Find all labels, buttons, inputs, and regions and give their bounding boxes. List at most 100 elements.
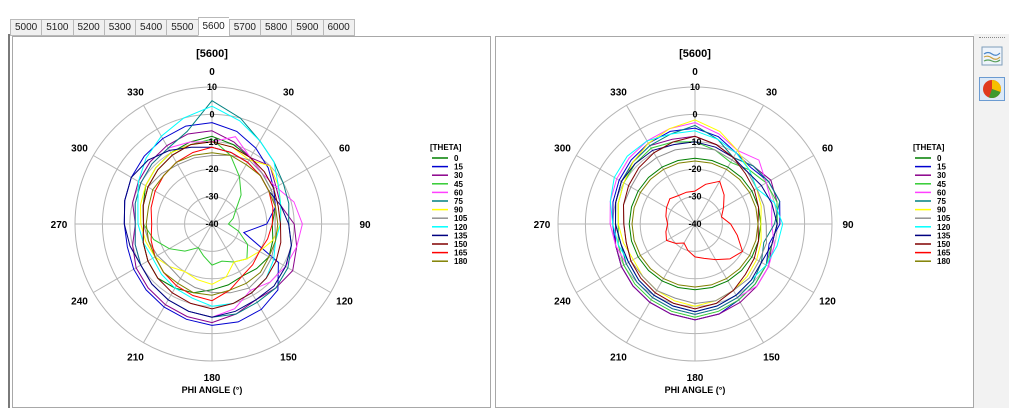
radial-tick-label: 10 xyxy=(690,82,700,92)
series-line-theta-180 xyxy=(631,160,759,288)
angle-tick-label: 270 xyxy=(534,220,551,231)
angle-tick-label: 330 xyxy=(610,87,627,98)
radial-tick-label: 10 xyxy=(207,82,217,92)
legend-entry: 165 xyxy=(937,249,951,258)
angle-tick-label: 330 xyxy=(127,87,144,98)
series-line-theta-135 xyxy=(614,141,778,313)
angle-tick-label: 150 xyxy=(280,353,297,364)
legend-entry: 135 xyxy=(454,231,468,240)
legend-entry: 165 xyxy=(454,249,468,258)
legend-entry: 45 xyxy=(454,180,463,189)
angle-tick-label: 30 xyxy=(766,87,778,98)
tab-5600[interactable]: 5600 xyxy=(197,17,229,36)
angle-tick-label: 210 xyxy=(610,353,627,364)
grid-spoke xyxy=(576,223,696,293)
legend-entry: 150 xyxy=(937,240,951,249)
chart-type-toolbar xyxy=(974,34,1009,408)
angle-tick-label: 90 xyxy=(359,220,371,231)
angle-tick-label: 300 xyxy=(71,144,88,155)
angle-tick-label: 60 xyxy=(339,144,351,155)
chart-title: [5600] xyxy=(196,48,228,60)
series-group xyxy=(609,119,784,321)
legend-entry: 30 xyxy=(937,171,946,180)
radial-tick-label: -30 xyxy=(205,192,218,202)
x-axis-label: PHI ANGLE (°) xyxy=(665,385,726,395)
polar-chart-right: [5600]0306090120150180210240270300330100… xyxy=(534,48,951,395)
frequency-tabs: 5000 5100 5200 5300 5400 5500 5600 5700 5800 5900… xyxy=(10,17,355,36)
tab-5000[interactable]: 5000 xyxy=(10,19,42,36)
tab-6000[interactable]: 6000 xyxy=(322,19,355,36)
legend-entry: 105 xyxy=(937,214,951,223)
pie-chart-button[interactable] xyxy=(979,77,1005,101)
chart-frame xyxy=(8,34,976,408)
legend-title: [THETA] xyxy=(430,143,462,152)
tab-5200[interactable]: 5200 xyxy=(72,19,104,36)
angle-tick-label: 120 xyxy=(336,297,353,308)
legend-entry: 15 xyxy=(454,163,463,172)
radial-tick-label: 0 xyxy=(692,109,697,119)
legend-entry: 120 xyxy=(454,223,468,232)
angle-tick-label: 240 xyxy=(71,297,88,308)
tab-5900[interactable]: 5900 xyxy=(291,19,323,36)
legend-entry: 105 xyxy=(454,214,468,223)
grid-spoke xyxy=(626,105,696,225)
series-line-theta-150 xyxy=(622,135,760,310)
pie-chart-icon xyxy=(983,79,1002,99)
radial-tick-label: -40 xyxy=(205,219,218,229)
legend-entry: 135 xyxy=(937,231,951,240)
legend-entry: 0 xyxy=(937,154,942,163)
grid-spoke xyxy=(694,105,764,225)
angle-tick-label: 300 xyxy=(554,144,571,155)
angle-tick-label: 30 xyxy=(283,87,295,98)
legend-entry: 90 xyxy=(937,206,946,215)
legend-entry: 45 xyxy=(937,180,946,189)
angle-tick-label: 150 xyxy=(763,353,780,364)
radial-tick-label: -30 xyxy=(688,192,701,202)
angle-tick-label: 270 xyxy=(51,220,68,231)
tab-5300[interactable]: 5300 xyxy=(103,19,135,36)
tab-5500[interactable]: 5500 xyxy=(166,19,198,36)
angle-tick-label: 180 xyxy=(204,373,221,384)
angle-tick-label: 180 xyxy=(687,373,704,384)
series-line-theta-165 xyxy=(665,180,744,261)
tab-5100[interactable]: 5100 xyxy=(41,19,73,36)
legend-entry: 30 xyxy=(454,171,463,180)
tab-5800[interactable]: 5800 xyxy=(260,19,292,36)
angle-tick-label: 120 xyxy=(819,297,836,308)
legend-entry: 0 xyxy=(454,154,459,163)
angle-tick-label: 0 xyxy=(692,67,698,78)
legend-entry: 15 xyxy=(937,163,946,172)
line-chart-button[interactable] xyxy=(979,44,1005,68)
series-group xyxy=(123,100,303,326)
legend-entry: 60 xyxy=(937,188,946,197)
tab-5400[interactable]: 5400 xyxy=(135,19,167,36)
angle-tick-label: 0 xyxy=(209,67,215,78)
series-line-theta-120 xyxy=(137,105,282,307)
grid-spoke xyxy=(626,223,696,343)
angle-tick-label: 210 xyxy=(127,353,144,364)
legend-entry: 180 xyxy=(454,257,468,266)
radial-tick-label: -10 xyxy=(688,137,701,147)
chart-panel-left: [5600] 0 30 60 90 120 150 180 210 240 270 300 330 10 0… xyxy=(12,36,491,408)
line-chart-icon xyxy=(981,46,1003,66)
grid-spoke xyxy=(694,223,764,343)
series-line-theta-0 xyxy=(628,157,762,291)
radial-tick-label: -20 xyxy=(205,164,218,174)
radial-tick-label: -20 xyxy=(688,164,701,174)
grid-spoke xyxy=(576,155,696,225)
legend-entry: 180 xyxy=(937,257,951,266)
chart-title: [5600] xyxy=(679,48,711,60)
angle-tick-label: 60 xyxy=(822,144,834,155)
radial-tick-label: 0 xyxy=(209,109,214,119)
polar-chart-left: [5600]0306090120150180210240270300330100… xyxy=(51,48,468,395)
radial-tick-label: -40 xyxy=(688,219,701,229)
angle-tick-label: 240 xyxy=(554,297,571,308)
series-line-theta-150 xyxy=(142,141,282,310)
tab-5700[interactable]: 5700 xyxy=(228,19,260,36)
toolbar-grip[interactable] xyxy=(979,37,1005,39)
radial-tick-label: -10 xyxy=(205,137,218,147)
legend-entry: 90 xyxy=(454,206,463,215)
chart-panel-right: [5600] 0 30 60 90 120 150 180 210 240 270 300 330 10 0… xyxy=(495,36,974,408)
